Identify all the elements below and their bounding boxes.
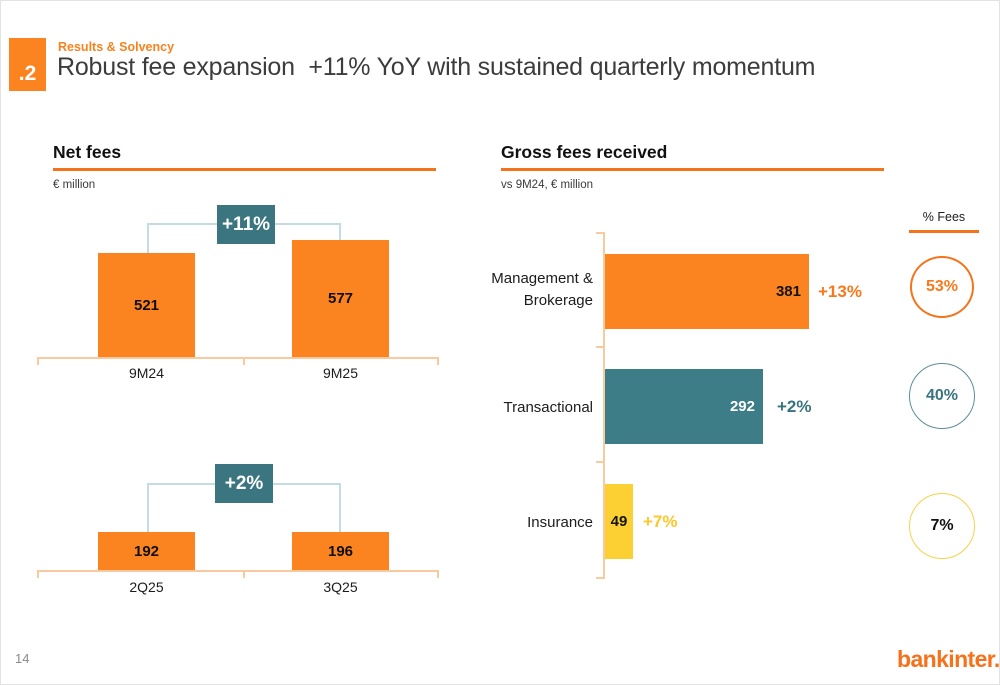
net-fees-title: Net fees [53,142,122,162]
yoy-axis-tick-right [437,357,439,365]
net-fees-unit: € million [53,179,96,191]
qoq-bracket-left [147,483,149,532]
bar-2q25-value: 192 [133,543,160,560]
row-label-line2: Brokerage [523,292,593,309]
gross-fees-title-rule [501,168,884,171]
xlabel-9m25: 9M25 [322,365,359,381]
delta-transactional: +2% [777,397,812,416]
share-circle-insurance: 7% [909,493,975,559]
bar-9m25-value: 577 [327,290,354,307]
bar-9m24-value: 521 [133,296,160,314]
yoy-x-axis [37,357,439,359]
gross-fees-title: Gross fees received [501,142,668,162]
gross-axis-tick-3 [596,461,605,463]
hbar-insurance-value: 49 [610,513,628,530]
qoq-axis-tick-right [437,570,439,578]
fees-share-rule [909,230,979,233]
share-circle-management: 53% [910,256,974,318]
fees-share-header: % Fees [922,210,966,224]
row-label-management-brokerage: Management & Brokerage [456,268,593,312]
section-number-badge: .2 [9,38,46,91]
page-number: 14 [15,651,30,666]
yoy-bracket-left [147,223,149,253]
row-label-line1: Management & [491,270,593,287]
qoq-bracket-right [339,483,341,532]
section-eyebrow: Results & Solvency [58,40,175,54]
hbar-insurance: 49 [605,484,633,559]
xlabel-3q25: 3Q25 [323,579,358,595]
section-number: .2 [18,62,37,85]
hbar-transactional: 292 [605,369,763,444]
bar-9m25: 577 [292,240,389,357]
yoy-bracket-right [339,223,341,240]
bar-2q25: 192 [98,532,195,571]
delta-management: +13% [818,282,862,301]
qoq-delta-value: +2% [224,472,264,494]
xlabel-9m24: 9M24 [128,365,165,381]
row-label-transactional: Transactional [503,399,594,416]
yoy-delta-value: +11% [221,213,271,235]
yoy-delta-badge: +11% [217,205,275,244]
qoq-delta-badge: +2% [215,464,273,503]
hbar-management-brokerage: 381 [605,254,809,329]
bankinter-logo: bankinter. [897,646,1000,672]
bar-3q25-value: 196 [327,543,354,560]
delta-insurance: +7% [643,512,678,531]
net-fees-title-rule [53,168,436,171]
qoq-axis-tick-mid [243,570,245,578]
bar-3q25: 196 [292,532,389,571]
yoy-axis-tick-mid [243,357,245,365]
gross-axis-tick-1 [596,232,605,234]
hbar-management-value: 381 [775,283,801,300]
page-title: Robust fee expansion +11% YoY with susta… [57,53,816,81]
share-circle-transactional: 40% [909,363,975,429]
share-transactional-value: 40% [925,387,959,404]
share-management-value: 53% [925,278,959,295]
row-label-insurance: Insurance [527,514,593,531]
bar-9m24: 521 [98,253,195,357]
xlabel-2q25: 2Q25 [129,579,164,595]
hbar-transactional-value: 292 [729,398,755,415]
gross-axis-tick-4 [596,577,605,579]
gross-fees-y-axis [603,232,605,579]
qoq-axis-tick-left [37,570,39,578]
qoq-x-axis [37,570,439,572]
gross-axis-tick-2 [596,346,605,348]
yoy-axis-tick-left [37,357,39,365]
gross-fees-unit: vs 9M24, € million [501,179,594,191]
share-insurance-value: 7% [930,517,954,534]
